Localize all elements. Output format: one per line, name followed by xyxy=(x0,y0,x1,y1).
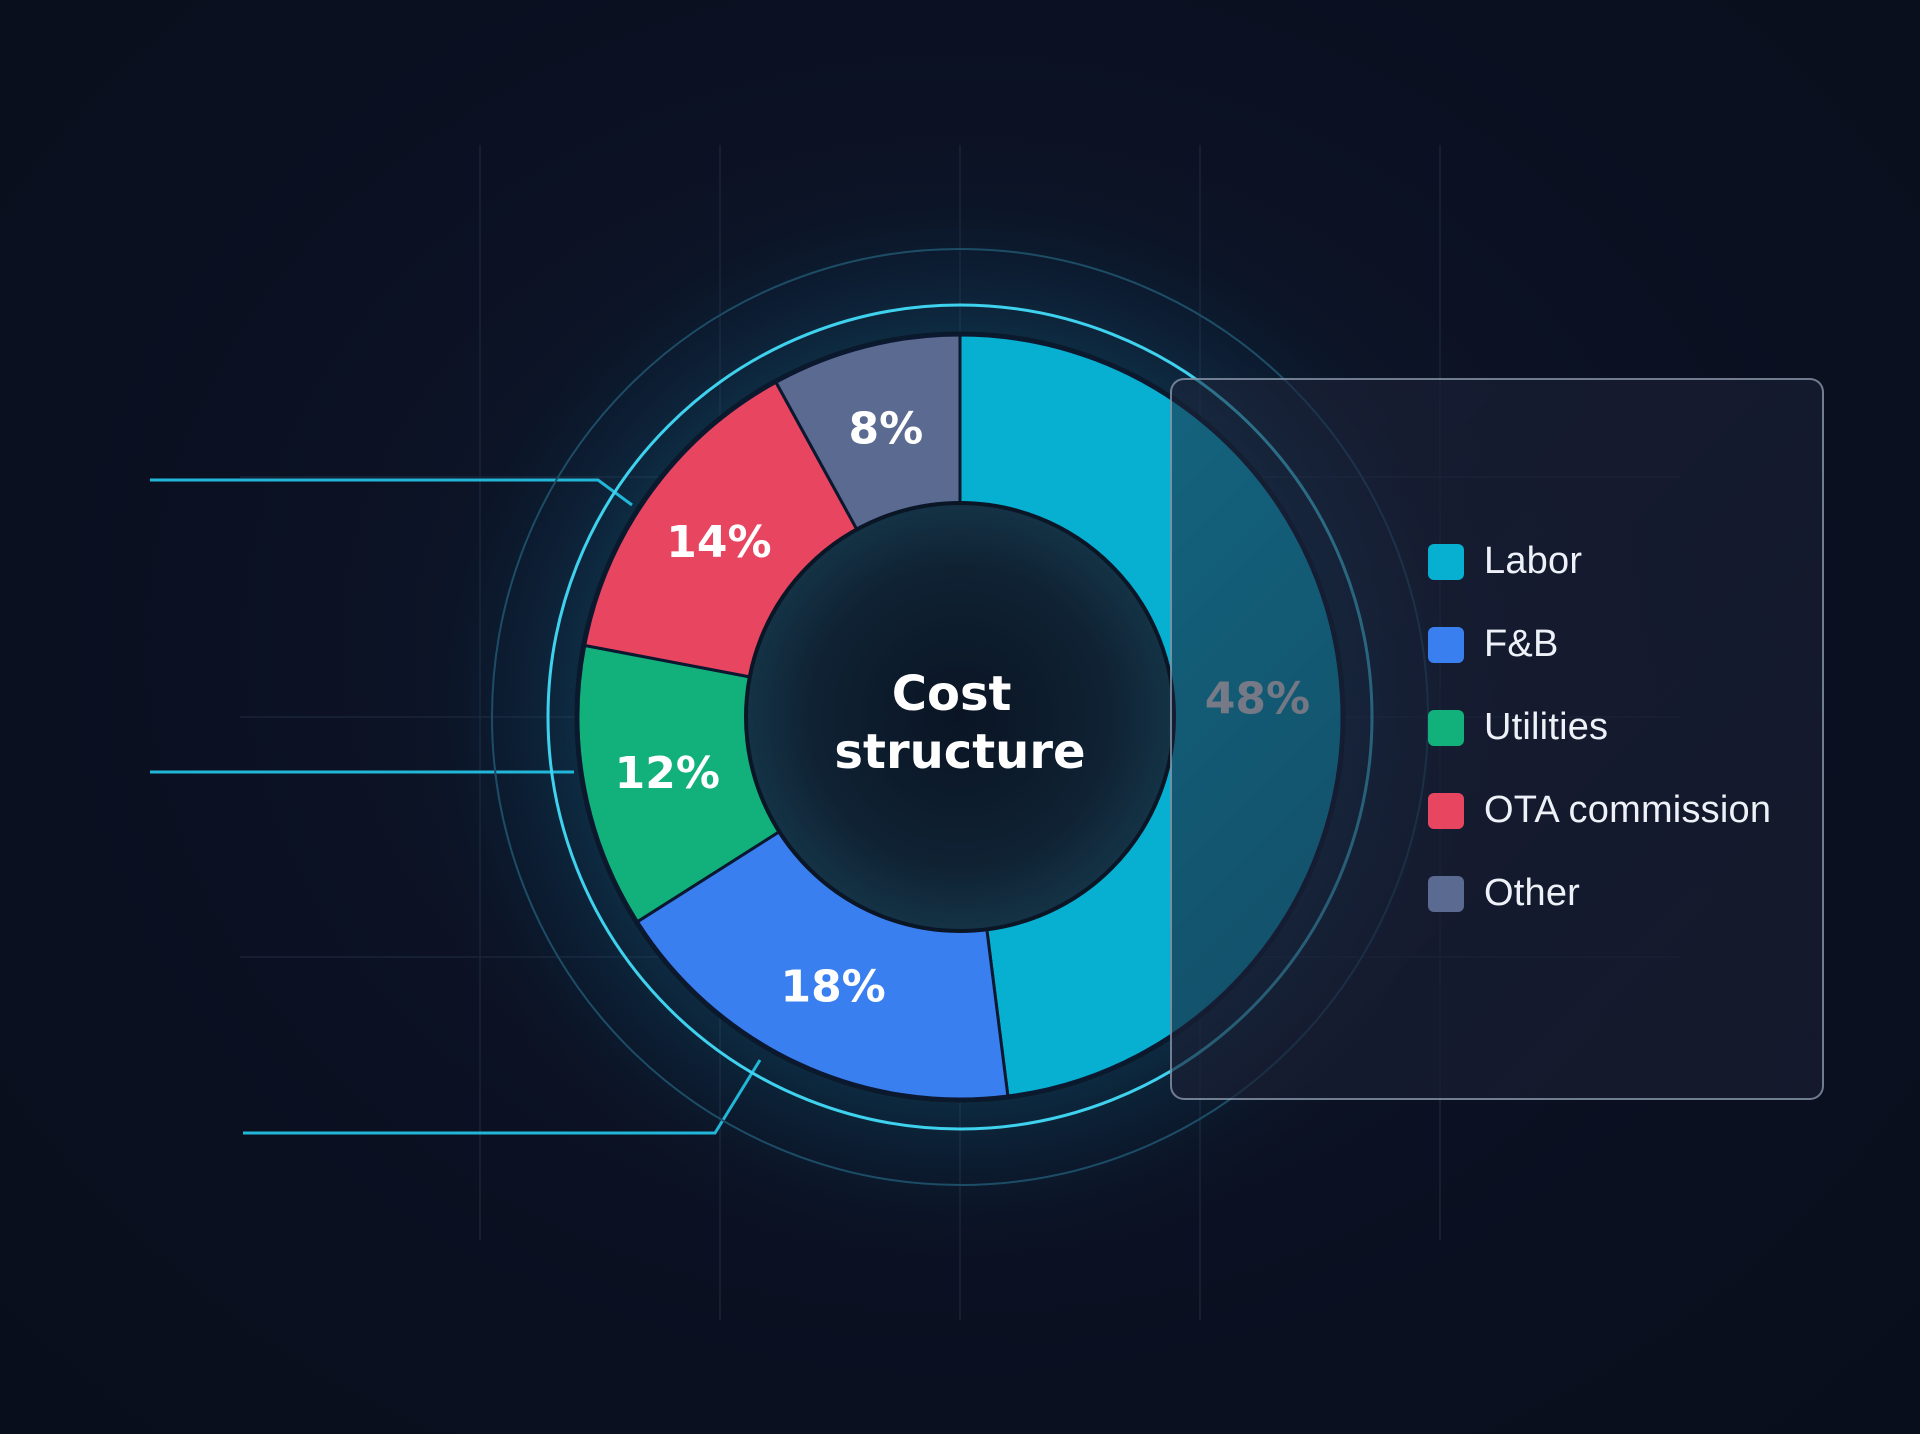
legend-item-ota-commission: OTA commission xyxy=(1428,769,1808,852)
legend-swatch xyxy=(1428,626,1464,663)
legend-label: F&B xyxy=(1484,623,1559,665)
legend-item-utilities: Utilities xyxy=(1428,686,1808,769)
legend-swatch xyxy=(1428,709,1464,746)
legend-panel xyxy=(1170,378,1824,1100)
decorative-leader-lines xyxy=(150,478,762,1135)
slice-label-ota-commission: 14% xyxy=(666,517,771,568)
legend-swatch xyxy=(1428,875,1464,912)
legend: Labor F&B Utilities OTA commission Other xyxy=(1428,520,1808,935)
legend-label: Utilities xyxy=(1484,706,1609,748)
slice-label-f-b: 18% xyxy=(780,962,885,1013)
legend-item-f-b: F&B xyxy=(1428,603,1808,686)
legend-swatch xyxy=(1428,543,1464,580)
slice-label-utilities: 12% xyxy=(615,748,720,799)
legend-label: Labor xyxy=(1484,540,1583,582)
legend-swatch xyxy=(1428,792,1464,829)
legend-label: OTA commission xyxy=(1484,789,1772,831)
legend-item-labor: Labor xyxy=(1428,520,1808,603)
slice-label-other: 8% xyxy=(849,403,924,454)
legend-label: Other xyxy=(1484,872,1581,914)
chart-title: Cost structure xyxy=(834,666,1085,780)
legend-item-other: Other xyxy=(1428,852,1808,935)
